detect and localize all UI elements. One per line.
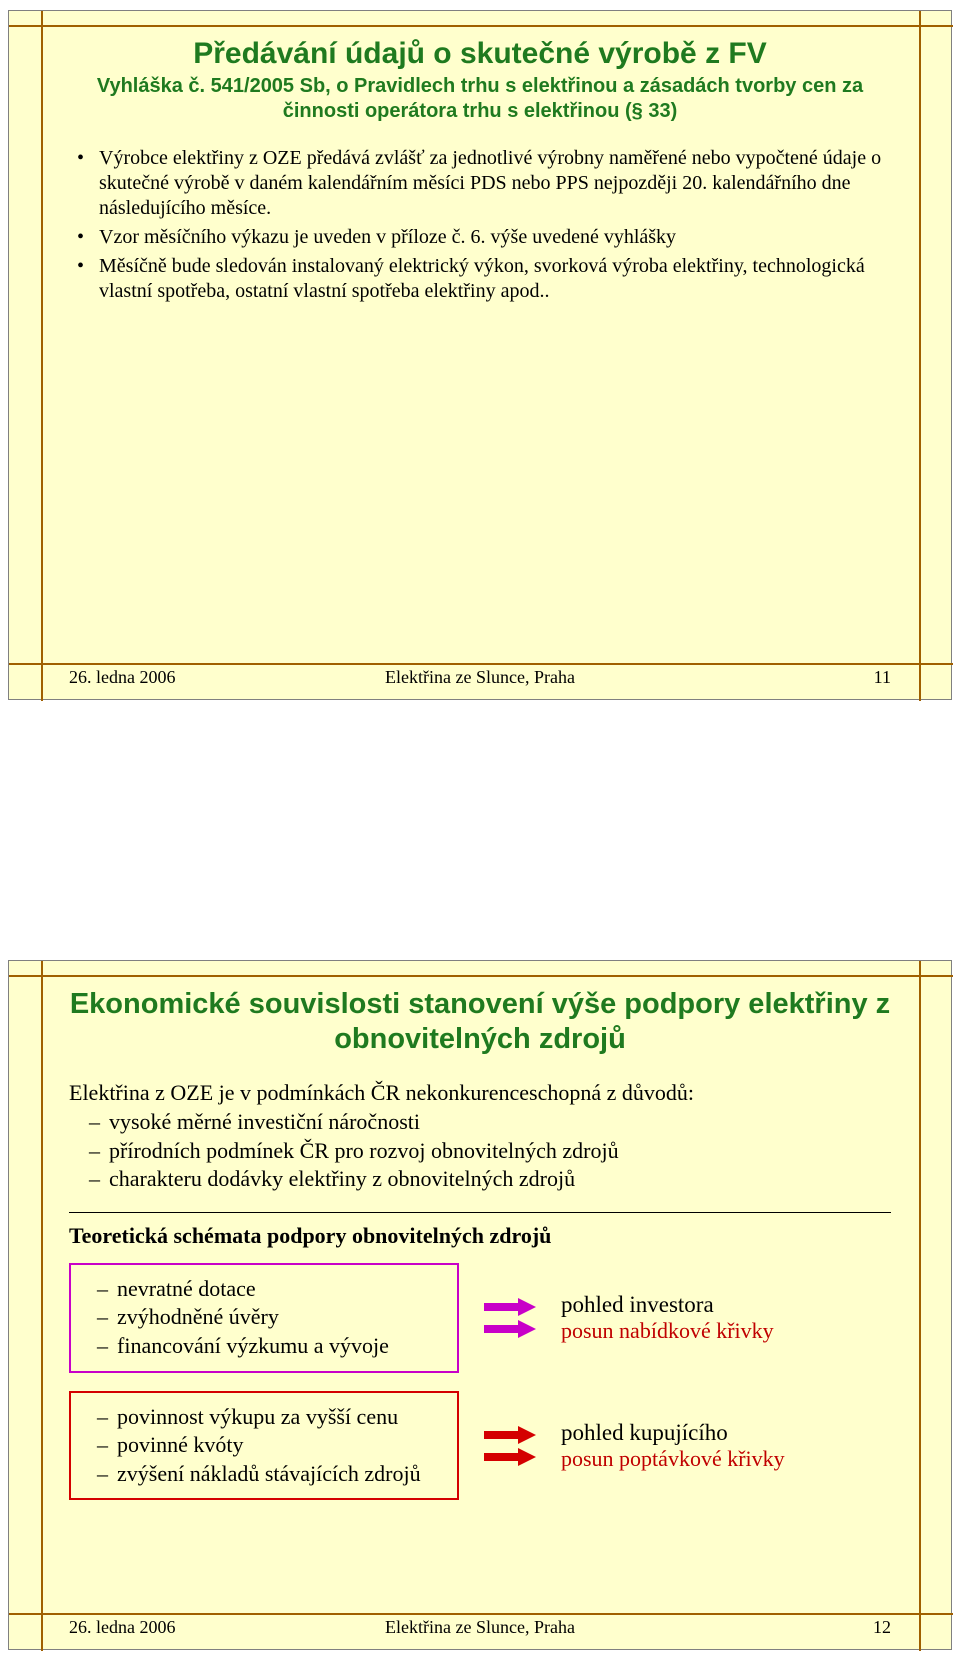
slide-footer: 26. ledna 2006 Elektřina ze Slunce, Prah… [69,667,891,688]
arrow-icon [484,1427,536,1443]
frame-line [9,663,953,665]
arrow-icon [484,1449,536,1465]
frame-line [919,11,921,701]
arrow-icon [484,1321,536,1337]
footer-date: 26. ledna 2006 [69,1617,175,1638]
frame-line [919,961,921,1651]
slide-subtitle: Vyhláška č. 541/2005 Sb, o Pravidlech tr… [69,74,891,124]
lead-paragraph: Elektřina z OZE je v podmínkách ČR nekon… [69,1079,891,1107]
list-item: charakteru dodávky elektřiny z obnovitel… [69,1165,891,1194]
list-item: Měsíčně bude sledován instalovaný elektr… [69,254,891,304]
slide-title: Předávání údajů o skutečné výrobě z FV [69,37,891,72]
view-title: pohled investora [561,1292,891,1318]
divider [69,1212,891,1213]
list-item: přírodních podmínek ČR pro rozvoj obnovi… [69,1137,891,1166]
list-item: vysoké měrné investiční náročnosti [69,1108,891,1137]
view-title: pohled kupujícího [561,1420,891,1446]
list-item: financování výzkumu a vývoje [77,1332,447,1361]
reasons-list: vysoké měrné investiční náročnosti příro… [69,1108,891,1194]
view-subtitle: posun nabídkové křivky [561,1318,891,1344]
footer-source: Elektřina ze Slunce, Praha [385,667,575,688]
footer-source: Elektřina ze Slunce, Praha [385,1617,575,1638]
slide-footer: 26. ledna 2006 Elektřina ze Slunce, Prah… [69,1617,891,1638]
frame-line [9,25,953,27]
frame-line [41,961,43,1651]
investor-box: nevratné dotace zvýhodněné úvěry financo… [69,1263,459,1373]
list-item: povinnost výkupu za vyšší cenu [77,1403,447,1432]
buyer-box: povinnost výkupu za vyšší cenu povinné k… [69,1391,459,1501]
footer-page-number: 11 [874,667,891,688]
list-item: povinné kvóty [77,1431,447,1460]
frame-line [9,975,953,977]
view-subtitle: posun poptávkové křivky [561,1446,891,1472]
slide-1: Předávání údajů o skutečné výrobě z FV V… [8,10,952,700]
list-item: Výrobce elektřiny z OZE předává zvlášť z… [69,146,891,221]
frame-line [41,11,43,701]
list-item: Vzor měsíčního výkazu je uveden v příloz… [69,225,891,250]
footer-date: 26. ledna 2006 [69,667,175,688]
list-item: zvýhodněné úvěry [77,1303,447,1332]
bullet-list: Výrobce elektřiny z OZE předává zvlášť z… [69,146,891,304]
buyer-right: pohled kupujícího posun poptávkové křivk… [561,1420,891,1472]
schema-title: Teoretická schémata podpory obnovitelnýc… [69,1223,891,1249]
investor-right: pohled investora posun nabídkové křivky [561,1292,891,1344]
footer-page-number: 12 [873,1617,891,1638]
slide-2: Ekonomické souvislosti stanovení výše po… [8,960,952,1650]
arrow-icon [484,1299,536,1315]
list-item: nevratné dotace [77,1275,447,1304]
list-item: zvýšení nákladů stávajících zdrojů [77,1460,447,1489]
slide-title: Ekonomické souvislosti stanovení výše po… [69,987,891,1057]
frame-line [9,1613,953,1615]
